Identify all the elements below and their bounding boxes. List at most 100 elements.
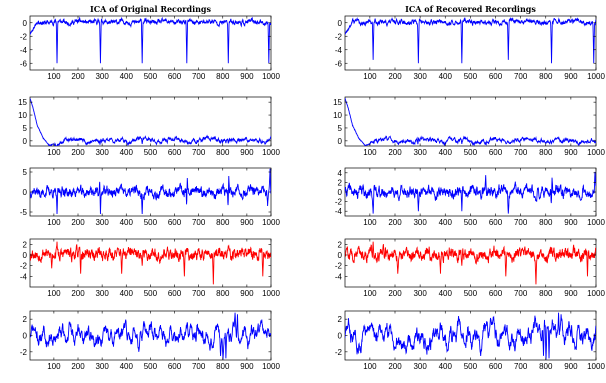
x-tick-label: 100 — [47, 148, 61, 157]
series-line — [30, 98, 271, 146]
x-tick-label: 700 — [192, 218, 206, 227]
y-tick-label: 10 — [18, 111, 27, 120]
x-tick-label: 500 — [144, 72, 158, 81]
x-tick-label: 100 — [47, 289, 61, 298]
y-tick-label: 2 — [23, 240, 28, 249]
x-tick-label: 900 — [564, 72, 578, 81]
x-tick-label: 300 — [95, 72, 109, 81]
y-tick-label: 4 — [338, 169, 343, 178]
x-tick-label: 300 — [413, 218, 427, 227]
x-tick-label: 1000 — [262, 72, 280, 81]
y-tick-label: -4 — [20, 46, 28, 55]
x-tick-label: 500 — [144, 289, 158, 298]
chart-title: ICA of Original Recordings — [90, 4, 212, 14]
x-tick-label: 100 — [363, 289, 377, 298]
series-line — [345, 16, 596, 64]
x-tick-label: 800 — [216, 72, 230, 81]
subplot-right-3: 100 200 300 400 500 600 700 800 900 1000 2 0 -2-4 — [335, 238, 605, 298]
x-tick-label: 800 — [539, 218, 553, 227]
subplot-right-4: 100 200 300 400 500 600 700 800 900 1000 2 0 -2 — [335, 310, 605, 371]
x-tick-label: 900 — [564, 289, 578, 298]
y-tick-label: -4 — [335, 207, 343, 216]
x-tick-label: 500 — [144, 148, 158, 157]
x-tick-label: 200 — [71, 148, 85, 157]
x-tick-label: 500 — [464, 148, 478, 157]
y-tick-label: -2 — [20, 262, 28, 271]
series-line — [345, 171, 596, 214]
y-tick-label: 2 — [23, 315, 28, 324]
subplot-left-3: 100 200 300 400 500 600 700 800 900 1000 2 0 -2-4 — [20, 238, 280, 298]
x-tick-label: 600 — [168, 218, 182, 227]
x-tick-label: 700 — [514, 148, 528, 157]
y-tick-label: 0 — [23, 19, 28, 28]
y-tick-label: -4 — [20, 272, 28, 281]
x-tick-label: 900 — [564, 218, 578, 227]
y-tick-label: 0 — [338, 19, 343, 28]
x-tick-label: 800 — [539, 362, 553, 371]
subplot-right-0: 100 200 300 400 500 600 700 800 900 1000 0 -2 -4 -6 IC… — [335, 4, 606, 81]
x-tick-label: 100 — [47, 218, 61, 227]
y-tick-label: 5 — [338, 124, 343, 133]
x-tick-label: 400 — [439, 72, 453, 81]
y-tick-label: 5 — [23, 124, 28, 133]
x-tick-label: 300 — [95, 362, 109, 371]
x-tick-label: 200 — [71, 289, 85, 298]
y-tick-label: 15 — [333, 98, 342, 107]
subplot-left-4: 100 200 300 400 500 600 700 800 900 1000 2 0 -2 — [20, 310, 280, 371]
x-tick-label: 500 — [144, 362, 158, 371]
x-tick-label: 600 — [489, 362, 503, 371]
x-tick-label: 500 — [464, 218, 478, 227]
series-line — [345, 312, 596, 360]
x-tick-label: 400 — [439, 362, 453, 371]
axes-frame — [29, 96, 272, 147]
series-line — [345, 241, 596, 285]
x-tick-label: 1000 — [587, 72, 605, 81]
x-tick-label: 300 — [95, 218, 109, 227]
axes-frame — [344, 15, 597, 71]
x-tick-label: 700 — [514, 72, 528, 81]
x-tick-label: 100 — [47, 362, 61, 371]
y-tick-label: 0 — [338, 332, 343, 341]
series-line — [30, 312, 271, 360]
x-tick-label: 700 — [192, 362, 206, 371]
x-tick-label: 800 — [216, 362, 230, 371]
x-tick-label: 1000 — [262, 218, 280, 227]
y-tick-label: -2 — [335, 262, 343, 271]
y-tick-label: -4 — [335, 46, 343, 55]
subplot-right-1: 100 200 300 400 500 600 700 800 900 1000 15 10 5 0 — [333, 96, 605, 157]
x-tick-label: 200 — [388, 218, 402, 227]
x-tick-label: 100 — [363, 362, 377, 371]
y-tick-label: -2 — [335, 198, 343, 207]
y-tick-label: 0 — [23, 332, 28, 341]
x-tick-label: 800 — [539, 289, 553, 298]
x-tick-label: 400 — [439, 148, 453, 157]
y-tick-label: -2 — [335, 348, 343, 357]
y-tick-label: 5 — [23, 168, 28, 177]
x-tick-label: 200 — [388, 148, 402, 157]
x-tick-label: 400 — [120, 148, 134, 157]
x-tick-label: 700 — [514, 362, 528, 371]
x-tick-label: 1000 — [262, 362, 280, 371]
y-tick-label: 10 — [333, 111, 342, 120]
x-tick-label: 100 — [363, 218, 377, 227]
x-tick-label: 100 — [363, 72, 377, 81]
y-tick-label: -6 — [335, 59, 343, 68]
x-tick-label: 900 — [240, 148, 254, 157]
subplot-left-2: 100 200 300 400 500 600 700 800 900 1000 5 0 -5 — [20, 167, 280, 227]
x-tick-label: 700 — [192, 148, 206, 157]
chart-title: ICA of Recovered Recordings — [405, 4, 536, 14]
x-tick-label: 1000 — [587, 362, 605, 371]
x-tick-label: 600 — [489, 72, 503, 81]
x-tick-label: 600 — [489, 289, 503, 298]
x-tick-label: 700 — [192, 72, 206, 81]
x-tick-label: 900 — [240, 218, 254, 227]
subplot-right-2: 100 200 300 400 500 600 700 800 900 1000 420-2-4 — [335, 167, 605, 227]
x-tick-label: 300 — [95, 289, 109, 298]
x-tick-label: 300 — [95, 148, 109, 157]
x-tick-label: 200 — [71, 218, 85, 227]
x-tick-label: 500 — [464, 72, 478, 81]
x-tick-label: 1000 — [262, 148, 280, 157]
y-tick-label: 0 — [338, 137, 343, 146]
y-tick-label: 0 — [338, 251, 343, 260]
